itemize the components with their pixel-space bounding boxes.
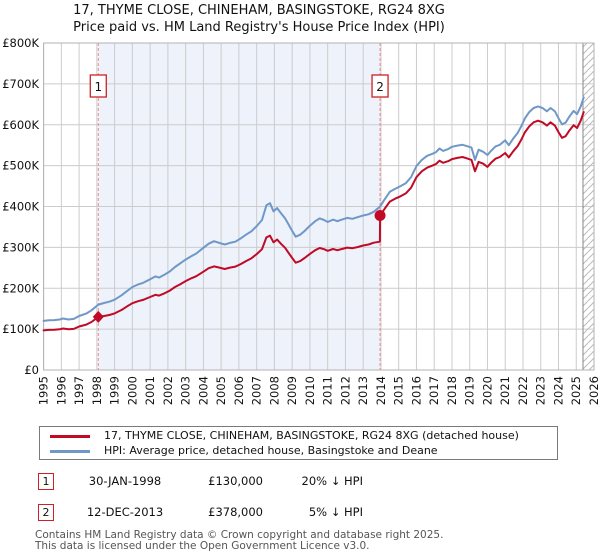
annotation-box-1 — [89, 74, 107, 98]
sale-marker-2 — [374, 209, 386, 221]
transaction-2-price: £378,000 — [208, 505, 263, 519]
y-tick-label: £800K — [2, 36, 39, 50]
y-tick-label: £600K — [2, 118, 39, 132]
annotation-box-2 — [371, 74, 389, 98]
x-tick-label: 2013 — [356, 376, 370, 405]
y-tick-label: £200K — [2, 281, 39, 295]
y-tick-label: £100K — [2, 322, 39, 336]
x-tick-label: 1996 — [54, 376, 68, 405]
chart-legend: 17, THYME CLOSE, CHINEHAM, BASINGSTOKE, … — [39, 426, 558, 460]
transaction-row-2: 2 12-DEC-2013 £378,000 5% ↓ HPI — [0, 504, 600, 521]
transaction-2-marker: 2 — [38, 504, 54, 521]
future-hatch-region — [582, 43, 594, 370]
x-tick-label: 2010 — [303, 376, 317, 405]
price-paid-line — [42, 111, 585, 332]
legend-label-price: 17, THYME CLOSE, CHINEHAM, BASINGSTOKE, … — [104, 429, 519, 442]
x-tick-label: 2012 — [338, 376, 352, 405]
x-tick-label: 2026 — [587, 376, 600, 405]
x-tick-label: 1998 — [90, 376, 104, 405]
price-line-swatch — [50, 435, 90, 438]
x-tick-label: 2004 — [196, 376, 210, 405]
x-tick-label: 2015 — [392, 376, 406, 405]
transaction-2-hpi-diff: 5% ↓ HPI — [308, 505, 363, 519]
footer-copyright: Contains HM Land Registry data © Crown c… — [35, 529, 444, 541]
x-tick-label: 2024 — [551, 376, 565, 405]
x-tick-label: 2009 — [285, 376, 299, 405]
transaction-1-date: 30-JAN-1998 — [88, 474, 162, 488]
legend-row-hpi: HPI: Average price, detached house, Basi… — [40, 444, 557, 460]
x-tick-label: 2000 — [125, 376, 139, 405]
annotation-label-2: 2 — [376, 80, 384, 94]
x-tick-label: 2006 — [232, 376, 246, 405]
transaction-1-marker: 1 — [38, 473, 54, 490]
x-tick-label: 2014 — [374, 376, 388, 405]
x-tick-label: 2003 — [179, 376, 193, 405]
x-tick-label: 2001 — [143, 376, 157, 405]
x-tick-label: 2022 — [516, 376, 530, 405]
x-tick-label: 2019 — [463, 376, 477, 405]
y-tick-label: £0 — [24, 363, 39, 377]
transaction-row-1: 1 30-JAN-1998 £130,000 20% ↓ HPI — [0, 473, 600, 490]
sale-marker-1 — [92, 310, 104, 323]
x-tick-label: 2017 — [427, 376, 441, 405]
chart-subtitle: Price paid vs. HM Land Registry's House … — [73, 20, 445, 35]
x-tick-label: 2021 — [498, 376, 512, 405]
x-tick-label: 1997 — [72, 376, 86, 405]
y-tick-label: £300K — [2, 240, 39, 254]
hpi-line — [42, 96, 585, 322]
x-tick-label: 1999 — [108, 376, 122, 405]
x-tick-label: 2018 — [445, 376, 459, 405]
chart-title-address: 17, THYME CLOSE, CHINEHAM, BASINGSTOKE, … — [73, 3, 445, 18]
y-tick-label: £400K — [2, 200, 39, 214]
x-tick-label: 2016 — [409, 376, 423, 405]
x-tick-label: 2023 — [534, 376, 548, 405]
transaction-2-date: 12-DEC-2013 — [86, 505, 164, 519]
y-tick-label: £700K — [2, 77, 39, 91]
hpi-line-swatch — [50, 450, 90, 453]
legend-row-price: 17, THYME CLOSE, CHINEHAM, BASINGSTOKE, … — [40, 429, 557, 445]
x-tick-label: 2008 — [267, 376, 281, 405]
x-tick-label: 2020 — [480, 376, 494, 405]
price-chart: 1 2 £0 £100K £200K £300K £400K £500K £600K £700K £… — [2, 36, 600, 405]
transaction-1-hpi-diff: 20% ↓ HPI — [301, 474, 363, 488]
x-tick-label: 2011 — [321, 376, 335, 405]
x-tick-label: 2025 — [569, 376, 583, 405]
x-tick-label: 2007 — [250, 376, 264, 405]
footer-licence: This data is licensed under the Open Gov… — [35, 540, 370, 552]
legend-label-hpi: HPI: Average price, detached house, Basi… — [104, 444, 438, 457]
x-tick-label: 1995 — [37, 376, 51, 405]
x-tick-label: 2002 — [161, 376, 175, 405]
y-tick-label: £500K — [2, 159, 39, 173]
x-tick-label: 2005 — [214, 376, 228, 405]
plot-border — [43, 42, 595, 371]
transaction-1-price: £130,000 — [208, 474, 263, 488]
annotation-label-1: 1 — [94, 80, 102, 94]
